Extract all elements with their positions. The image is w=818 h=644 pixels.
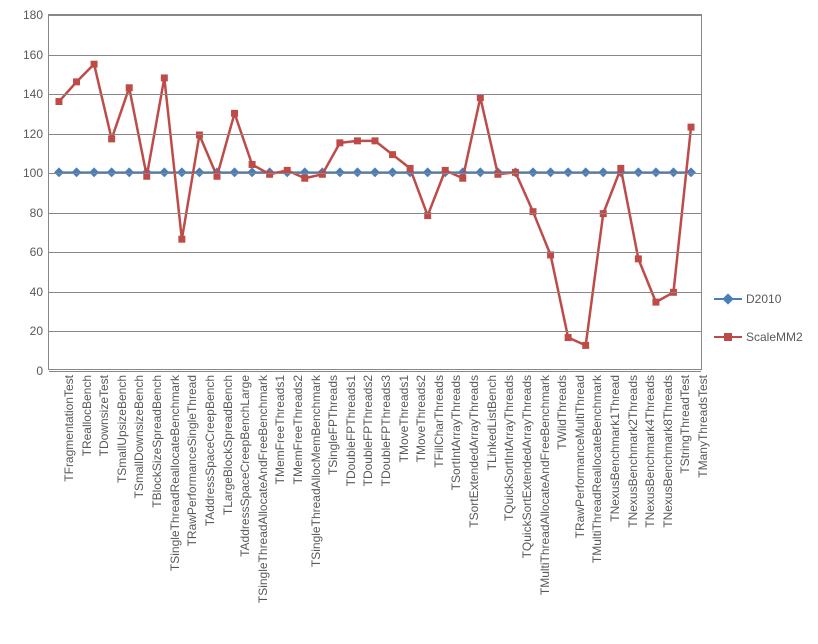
- y-tick-label: 40: [30, 285, 43, 299]
- y-tick-label: 0: [36, 364, 43, 378]
- series-marker: [688, 124, 695, 131]
- legend-line-icon: [714, 336, 742, 338]
- x-tick-label: TLargeBlockSpreadBench: [222, 375, 234, 515]
- y-tick-label: 20: [30, 324, 43, 338]
- x-tick-label: TMemFreeThreads2: [292, 375, 304, 484]
- x-tick-label: TLinkedListBench: [486, 375, 498, 470]
- series-marker: [389, 151, 396, 158]
- legend-line-icon: [714, 298, 742, 300]
- series-marker: [249, 161, 256, 168]
- benchmark-chart: 0 20 40 60 80 100 120 140 160 180 TFragmentationTe…: [0, 0, 818, 644]
- series-marker: [635, 255, 642, 262]
- x-tick-label: TRawPerformanceMultiThread: [574, 375, 586, 538]
- x-tick-label: TNexusBenchmark8Threads: [662, 375, 674, 528]
- series-marker: [652, 299, 659, 306]
- y-tick-label: 100: [23, 166, 43, 180]
- x-tick-label: TNexusBenchmark2Threads: [627, 375, 639, 528]
- series-marker: [126, 84, 133, 91]
- gridline-h: [49, 213, 701, 214]
- legend-marker-icon: [724, 333, 732, 341]
- y-tick-label: 140: [23, 87, 43, 101]
- x-tick-label: TFillCharThreads: [433, 375, 445, 468]
- legend-item-scalemm2: ScaleMM2: [714, 330, 803, 344]
- x-tick-label: TSingleThreadReallocateBenchmark: [169, 375, 181, 571]
- series-marker: [407, 165, 414, 172]
- x-tick-label: TQuickSortIntArrayThreads: [503, 375, 515, 521]
- series-marker: [178, 236, 185, 243]
- x-tick-label: TMultiThreadReallocateBenchmark: [591, 375, 603, 563]
- x-tick-label: TMultiThreadAllocateAndFreeBenchmark: [539, 375, 551, 595]
- x-tick-label: TDoubleFPThreads1: [345, 375, 357, 486]
- x-tick-label: TSortIntArrayThreads: [450, 375, 462, 490]
- x-tick-label: TManyThreadsTest: [697, 375, 709, 478]
- series-marker: [477, 94, 484, 101]
- y-tick-label: 160: [23, 48, 43, 62]
- x-tick-label: TFragmentationTest: [63, 375, 75, 482]
- series-marker: [231, 110, 238, 117]
- x-tick-label: TNexusBenchmark1Thread: [609, 375, 621, 522]
- series-marker: [530, 208, 537, 215]
- y-tick-label: 80: [30, 206, 43, 220]
- x-tick-label: TSmallUpsizeBench: [116, 375, 128, 483]
- x-tick-label: TAddressSpaceCreepBench: [204, 375, 216, 526]
- series-marker: [266, 171, 273, 178]
- x-tick-label: TMemFreeThreads1: [274, 375, 286, 484]
- series-line-scalemm2: [59, 64, 691, 345]
- x-tick-label: TSingleFPThreads: [327, 375, 339, 475]
- series-marker: [582, 342, 589, 349]
- series-marker: [565, 334, 572, 341]
- gridline-h: [49, 173, 701, 174]
- x-tick-label: TNexusBenchmark4Threads: [644, 375, 656, 528]
- series-marker: [354, 137, 361, 144]
- x-tick-label: TWildThreads: [556, 375, 568, 450]
- y-tick-label: 60: [30, 245, 43, 259]
- series-marker: [108, 135, 115, 142]
- x-tick-label: TStringThreadTest: [679, 375, 691, 474]
- legend-marker-icon: [722, 293, 733, 304]
- x-tick-label: TAddressSpaceCreepBenchLarge: [239, 375, 251, 557]
- gridline-h: [49, 94, 701, 95]
- chart-legend: D2010 ScaleMM2: [714, 292, 803, 344]
- gridline-h: [49, 252, 701, 253]
- x-tick-label: TDoubleFPThreads2: [362, 375, 374, 486]
- series-marker: [196, 131, 203, 138]
- x-tick-label: TSmallDownsizeBench: [133, 375, 145, 498]
- series-marker: [494, 171, 501, 178]
- x-tick-label: TMoveThreads1: [398, 375, 410, 462]
- gridline-h: [49, 134, 701, 135]
- series-marker: [336, 139, 343, 146]
- gridline-h: [49, 15, 701, 16]
- series-marker: [161, 74, 168, 81]
- series-marker: [301, 175, 308, 182]
- gridline-h: [49, 371, 701, 372]
- gridline-h: [49, 55, 701, 56]
- chart-series-canvas: [49, 15, 701, 369]
- series-marker: [91, 61, 98, 68]
- series-marker: [73, 78, 80, 85]
- series-marker: [319, 171, 326, 178]
- legend-label: D2010: [746, 292, 781, 306]
- x-tick-label: TRawPerformanceSingleThread: [186, 375, 198, 546]
- plot-area: 020406080100120140160180TFragmentationTe…: [48, 14, 702, 370]
- y-tick-label: 180: [23, 8, 43, 22]
- x-tick-label: TDoubleFPThreads3: [380, 375, 392, 486]
- series-marker: [459, 175, 466, 182]
- legend-label: ScaleMM2: [746, 330, 803, 344]
- series-marker: [55, 98, 62, 105]
- gridline-h: [49, 331, 701, 332]
- series-marker: [372, 137, 379, 144]
- x-tick-label: TSortExtendedArrayThreads: [468, 375, 480, 528]
- x-tick-label: TMoveThreads2: [415, 375, 427, 462]
- x-tick-label: TQuickSortExtendedArrayThreads: [521, 375, 533, 558]
- x-tick-label: TBlockSizeSpreadBench: [151, 375, 163, 508]
- x-tick-label: TDownsizeTest: [98, 375, 110, 456]
- x-tick-label: TSingleThreadAllocateAndFreeBenchmark: [257, 375, 269, 603]
- gridline-h: [49, 292, 701, 293]
- x-tick-label: TSingleThreadAllocMemBenchmark: [310, 375, 322, 567]
- legend-item-d2010: D2010: [714, 292, 803, 306]
- x-tick-label: TReallocBench: [81, 375, 93, 456]
- y-tick-label: 120: [23, 127, 43, 141]
- series-marker: [617, 165, 624, 172]
